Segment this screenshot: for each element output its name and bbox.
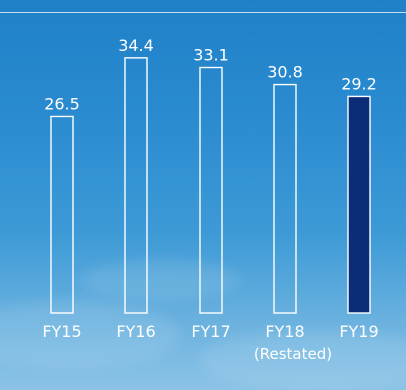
bar-fy15: [50, 115, 74, 314]
value-label: 33.1: [193, 46, 229, 65]
sky-texture: [200, 330, 406, 390]
value-label: 34.4: [118, 36, 154, 55]
sky-texture: [80, 260, 240, 300]
category-sublabel: (Restated): [254, 345, 332, 363]
category-label: FY16: [116, 322, 155, 341]
value-label: 30.8: [267, 63, 303, 82]
value-label: 26.5: [44, 94, 80, 113]
value-label: 29.2: [341, 74, 377, 93]
category-label: FY17: [191, 322, 230, 341]
category-label: FY18: [265, 322, 304, 341]
bar-fy19: [347, 95, 371, 314]
bar-fy16: [124, 57, 148, 314]
bar-fy18: [273, 83, 297, 314]
sky-texture: [0, 300, 180, 370]
category-label: FY15: [42, 322, 81, 341]
category-label: FY19: [339, 322, 378, 341]
bar-fy17: [199, 66, 223, 314]
top-divider: [0, 12, 406, 13]
